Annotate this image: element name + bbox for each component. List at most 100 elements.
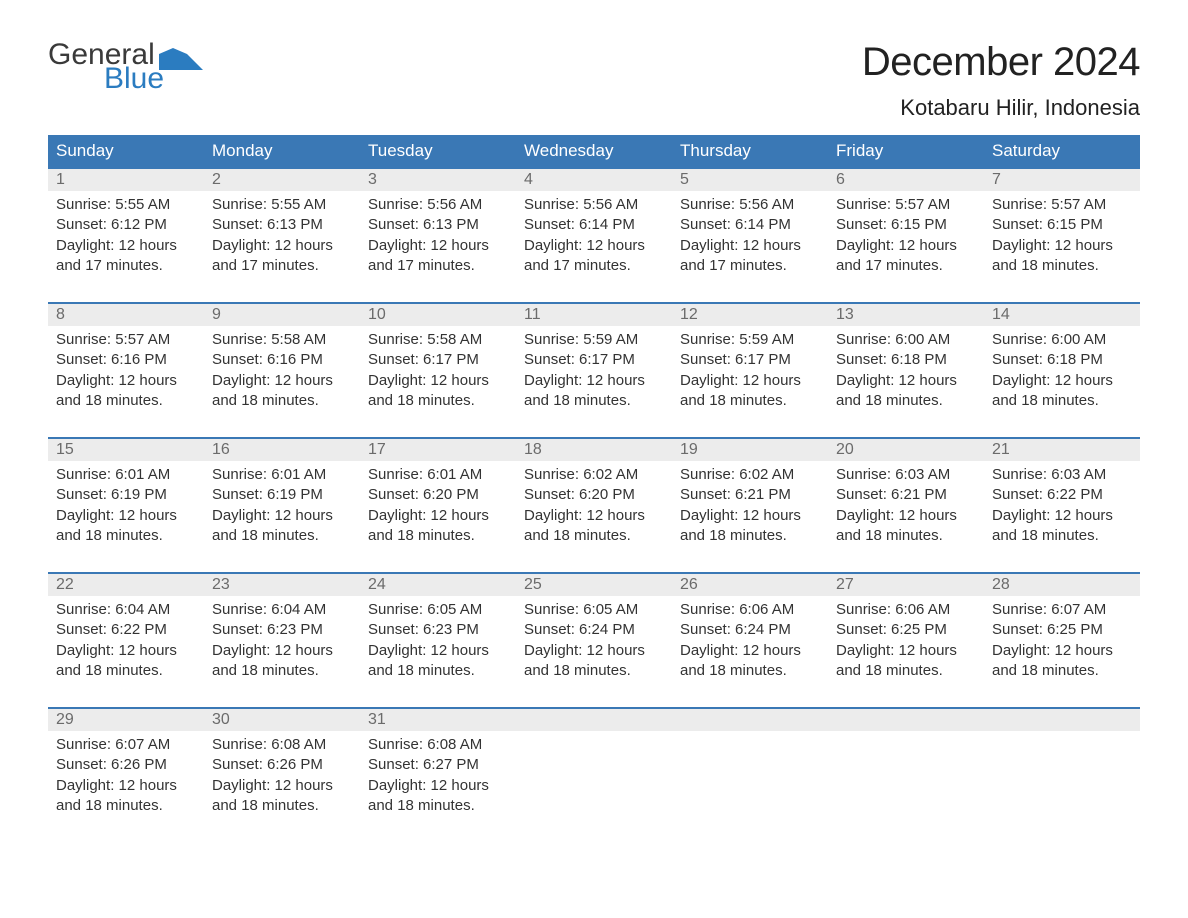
sunset-text: Sunset: 6:25 PM	[836, 620, 976, 640]
day-number: 6	[828, 169, 984, 191]
day-body: Sunrise: 5:59 AMSunset: 6:17 PMDaylight:…	[672, 326, 828, 417]
daylight-line1: Daylight: 12 hours	[680, 371, 820, 391]
daylight-line2: and 18 minutes.	[680, 391, 820, 411]
sunrise-text: Sunrise: 5:59 AM	[524, 330, 664, 350]
day-body: Sunrise: 6:06 AMSunset: 6:24 PMDaylight:…	[672, 596, 828, 687]
day-cell	[516, 709, 672, 822]
day-cell: 16Sunrise: 6:01 AMSunset: 6:19 PMDayligh…	[204, 439, 360, 552]
sunrise-text: Sunrise: 6:03 AM	[992, 465, 1132, 485]
daylight-line2: and 18 minutes.	[368, 796, 508, 816]
daylight-line1: Daylight: 12 hours	[680, 641, 820, 661]
day-cell: 15Sunrise: 6:01 AMSunset: 6:19 PMDayligh…	[48, 439, 204, 552]
day-cell: 10Sunrise: 5:58 AMSunset: 6:17 PMDayligh…	[360, 304, 516, 417]
calendar-week: 29 Sunrise: 6:07 AM Sunset: 6:26 PM Dayligh…	[48, 707, 1140, 822]
sunrise-text: Sunrise: 5:57 AM	[992, 195, 1132, 215]
daylight-line1: Daylight: 12 hours	[212, 371, 352, 391]
sunset-text: Sunset: 6:16 PM	[212, 350, 352, 370]
day-cell: 7Sunrise: 5:57 AMSunset: 6:15 PMDaylight…	[984, 169, 1140, 282]
day-body: Sunrise: 6:05 AMSunset: 6:24 PMDaylight:…	[516, 596, 672, 687]
daylight-line2: and 18 minutes.	[212, 796, 352, 816]
day-cell: 3Sunrise: 5:56 AMSunset: 6:13 PMDaylight…	[360, 169, 516, 282]
calendar-week: 15Sunrise: 6:01 AMSunset: 6:19 PMDayligh…	[48, 437, 1140, 552]
day-body: Sunrise: 6:01 AMSunset: 6:19 PMDaylight:…	[204, 461, 360, 552]
header: General Blue December 2024 Kotabaru Hili…	[48, 40, 1140, 121]
daylight-line2: and 18 minutes.	[836, 391, 976, 411]
day-number: 31	[360, 709, 516, 731]
calendar: Sunday Monday Tuesday Wednesday Thursday…	[48, 135, 1140, 822]
sunrise-text: Sunrise: 6:01 AM	[212, 465, 352, 485]
daylight-line1: Daylight: 12 hours	[56, 236, 196, 256]
day-number: 25	[516, 574, 672, 596]
sunrise-text: Sunrise: 6:05 AM	[368, 600, 508, 620]
daylight-line1: Daylight: 12 hours	[524, 236, 664, 256]
daylight-line1: Daylight: 12 hours	[992, 506, 1132, 526]
sunrise-text: Sunrise: 6:07 AM	[56, 735, 196, 755]
daylight-line1: Daylight: 12 hours	[992, 371, 1132, 391]
daylight-line2: and 17 minutes.	[524, 256, 664, 276]
sunrise-text: Sunrise: 5:58 AM	[368, 330, 508, 350]
day-header-sun: Sunday	[48, 135, 204, 167]
sunrise-text: Sunrise: 5:56 AM	[524, 195, 664, 215]
sunset-text: Sunset: 6:22 PM	[992, 485, 1132, 505]
daylight-line1: Daylight: 12 hours	[212, 236, 352, 256]
day-body: Sunrise: 6:03 AMSunset: 6:22 PMDaylight:…	[984, 461, 1140, 552]
sunrise-text: Sunrise: 5:59 AM	[680, 330, 820, 350]
day-header-thu: Thursday	[672, 135, 828, 167]
day-header-tue: Tuesday	[360, 135, 516, 167]
day-cell	[672, 709, 828, 822]
sunset-text: Sunset: 6:27 PM	[368, 755, 508, 775]
day-body: Sunrise: 6:02 AMSunset: 6:20 PMDaylight:…	[516, 461, 672, 552]
day-number: 10	[360, 304, 516, 326]
day-number	[984, 709, 1140, 731]
day-number: 4	[516, 169, 672, 191]
sunrise-text: Sunrise: 6:03 AM	[836, 465, 976, 485]
day-body: Sunrise: 6:04 AMSunset: 6:22 PMDaylight:…	[48, 596, 204, 687]
daylight-line2: and 18 minutes.	[368, 391, 508, 411]
day-body: Sunrise: 5:57 AMSunset: 6:15 PMDaylight:…	[984, 191, 1140, 282]
day-body: Sunrise: 6:08 AMSunset: 6:26 PMDaylight:…	[204, 731, 360, 822]
day-number: 29	[48, 709, 204, 731]
daylight-line1: Daylight: 12 hours	[992, 236, 1132, 256]
day-cell: 26Sunrise: 6:06 AMSunset: 6:24 PMDayligh…	[672, 574, 828, 687]
daylight-line1: Daylight: 12 hours	[992, 641, 1132, 661]
sunset-text: Sunset: 6:16 PM	[56, 350, 196, 370]
day-cell: 5Sunrise: 5:56 AMSunset: 6:14 PMDaylight…	[672, 169, 828, 282]
sunrise-text: Sunrise: 6:00 AM	[992, 330, 1132, 350]
sunset-text: Sunset: 6:14 PM	[680, 215, 820, 235]
sunrise-text: Sunrise: 6:06 AM	[836, 600, 976, 620]
day-number: 22	[48, 574, 204, 596]
daylight-line1: Daylight: 12 hours	[524, 506, 664, 526]
daylight-line1: Daylight: 12 hours	[56, 506, 196, 526]
daylight-line1: Daylight: 12 hours	[56, 776, 196, 796]
day-cell	[984, 709, 1140, 822]
day-body: Sunrise: 6:06 AMSunset: 6:25 PMDaylight:…	[828, 596, 984, 687]
daylight-line1: Daylight: 12 hours	[836, 506, 976, 526]
daylight-line1: Daylight: 12 hours	[836, 641, 976, 661]
day-cell: 20Sunrise: 6:03 AMSunset: 6:21 PMDayligh…	[828, 439, 984, 552]
day-number: 2	[204, 169, 360, 191]
sunset-text: Sunset: 6:14 PM	[524, 215, 664, 235]
day-header-row: Sunday Monday Tuesday Wednesday Thursday…	[48, 135, 1140, 167]
sunset-text: Sunset: 6:22 PM	[56, 620, 196, 640]
daylight-line2: and 17 minutes.	[836, 256, 976, 276]
sunrise-text: Sunrise: 6:08 AM	[212, 735, 352, 755]
day-cell: 6Sunrise: 5:57 AMSunset: 6:15 PMDaylight…	[828, 169, 984, 282]
day-body: Sunrise: 6:08 AMSunset: 6:27 PMDaylight:…	[360, 731, 516, 822]
daylight-line1: Daylight: 12 hours	[836, 371, 976, 391]
day-body: Sunrise: 6:05 AMSunset: 6:23 PMDaylight:…	[360, 596, 516, 687]
day-body: Sunrise: 5:55 AMSunset: 6:13 PMDaylight:…	[204, 191, 360, 282]
daylight-line1: Daylight: 12 hours	[212, 641, 352, 661]
daylight-line1: Daylight: 12 hours	[524, 641, 664, 661]
daylight-line2: and 18 minutes.	[524, 661, 664, 681]
day-number: 9	[204, 304, 360, 326]
daylight-line1: Daylight: 12 hours	[368, 371, 508, 391]
daylight-line1: Daylight: 12 hours	[56, 641, 196, 661]
day-body: Sunrise: 6:01 AMSunset: 6:19 PMDaylight:…	[48, 461, 204, 552]
daylight-line2: and 18 minutes.	[56, 661, 196, 681]
daylight-line2: and 17 minutes.	[56, 256, 196, 276]
sunset-text: Sunset: 6:13 PM	[368, 215, 508, 235]
day-body: Sunrise: 6:04 AMSunset: 6:23 PMDaylight:…	[204, 596, 360, 687]
daylight-line1: Daylight: 12 hours	[680, 236, 820, 256]
day-header-sat: Saturday	[984, 135, 1140, 167]
sunset-text: Sunset: 6:26 PM	[212, 755, 352, 775]
